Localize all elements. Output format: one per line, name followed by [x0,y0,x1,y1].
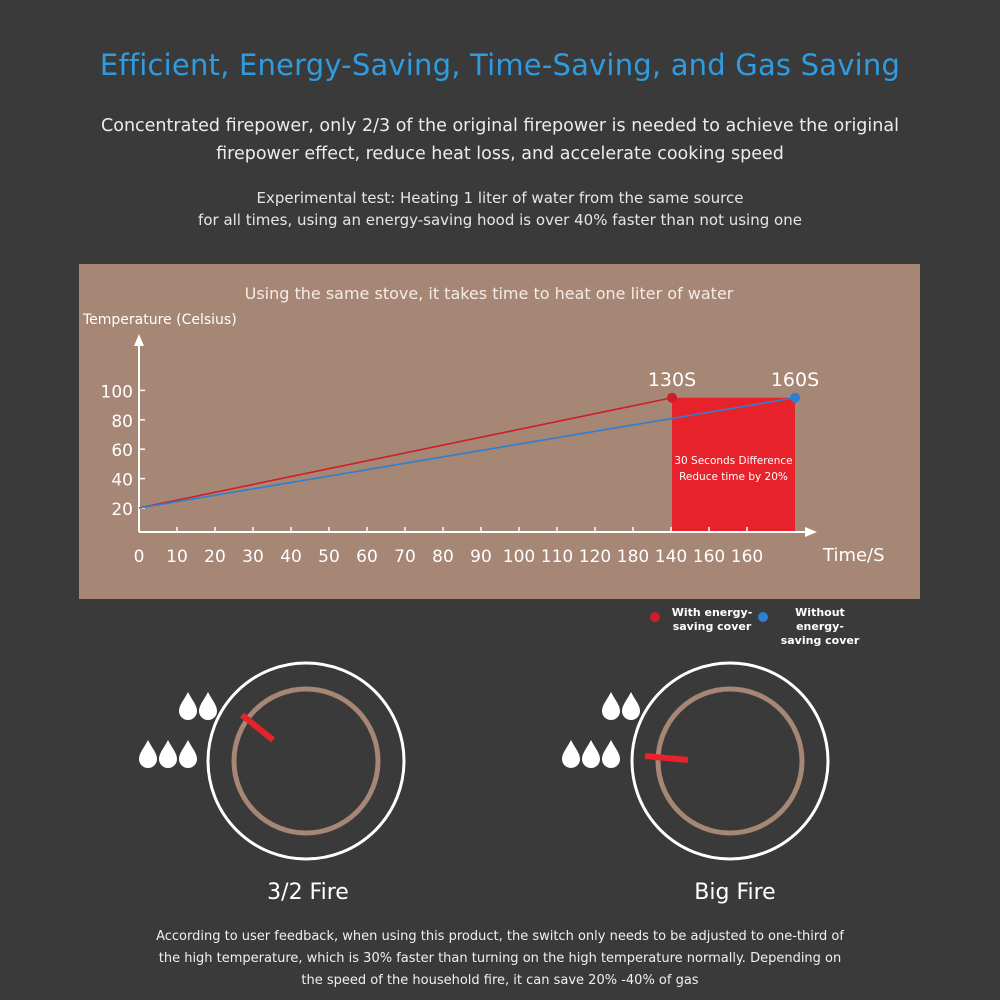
footer-line-1: According to user feedback, when using t… [156,929,844,944]
subtitle-line-2: firepower effect, reduce heat loss, and … [216,144,784,164]
water-drop-icon-group-bottom-right [562,740,620,768]
knob-outer-ring [206,661,406,861]
knob-illustrations [139,661,830,861]
water-drop-icon-group-top-right [602,692,640,720]
water-drop-icon-group-bottom-left [139,740,197,768]
water-drop-icon [562,740,580,768]
series-endpoint-with-cover [667,392,677,403]
y-tick-label: 80 [111,412,133,432]
legend-label-without-cover: Without energy- saving cover [780,606,860,647]
x-tick-label: 140 [655,547,687,567]
knob-label-big-fire: Big Fire [694,880,776,905]
x-tick-label: 90 [470,547,492,567]
footer-line-3: the speed of the household fire, it can … [301,973,699,988]
footer-text: According to user feedback, when using t… [150,926,850,992]
series-end-label: 160S [771,369,819,391]
knob-big-fire [562,661,830,861]
subtitle-text: Concentrated firepower, only 2/3 of the … [100,112,900,168]
knob-3-2-fire [139,661,406,861]
water-drop-icon [582,740,600,768]
y-tick-label: 100 [101,382,133,402]
knob-pointer [644,753,689,763]
x-tick-label: 40 [280,547,302,567]
x-tick-label: 80 [432,547,454,567]
chart-title: Using the same stove, it takes time to h… [245,284,734,303]
y-axis-arrow [134,334,144,346]
knob-pointer [240,712,275,743]
x-tick-label: 10 [166,547,188,567]
y-tick-label: 60 [111,441,133,461]
subtitle-line-1: Concentrated firepower, only 2/3 of the … [101,116,899,136]
y-tick-label: 20 [111,500,133,520]
x-axis-arrow [805,527,817,537]
experiment-text: Experimental test: Heating 1 liter of wa… [120,187,880,231]
experiment-line-1: Experimental test: Heating 1 liter of wa… [256,189,744,207]
x-tick-label: 50 [318,547,340,567]
water-drop-icon [199,692,217,720]
highlight-text: Reduce time by 20% [679,471,788,483]
legend-dot-red-icon [650,612,660,622]
x-tick-label: 120 [579,547,611,567]
knob-inner-ring [655,686,805,836]
x-tick-label: 70 [394,547,416,567]
x-tick-label: 20 [204,547,226,567]
y-tick-label: 40 [111,471,133,491]
legend-dot-blue-icon [758,612,768,622]
page-title: Efficient, Energy-Saving, Time-Saving, a… [99,48,901,82]
experiment-line-2: for all times, using an energy-saving ho… [198,211,802,229]
x-tick-label: 100 [503,547,535,567]
x-tick-label: 110 [541,547,573,567]
water-drop-icon [602,740,620,768]
x-tick-label: 160 [693,547,725,567]
legend-item-with-cover: With energy- saving cover [650,606,758,634]
series-endpoint-without-cover [790,392,800,403]
water-drop-icon [622,692,640,720]
chart-legend: With energy- saving cover Without energy… [650,606,910,647]
highlight-region [672,397,795,532]
x-axis-label: Time/S [822,545,885,566]
chart-panel: Using the same stove, it takes time to h… [79,264,920,599]
x-tick-label: 0 [134,547,145,567]
water-drop-icon [602,692,620,720]
series-line-with-cover [138,396,673,509]
x-tick-label: 160 [731,547,763,567]
footer-line-2: the high temperature, which is 30% faste… [158,951,842,966]
knob-inner-ring [231,686,381,836]
legend-label-with-cover: With energy- saving cover [671,606,753,633]
heating-time-chart: Using the same stove, it takes time to h… [82,284,885,567]
x-tick-label: 30 [242,547,264,567]
y-axis-label: Temperature (Celsius) [82,312,237,328]
water-drop-icon [179,692,197,720]
water-drop-icon [139,740,157,768]
series-line-without-cover [138,396,796,509]
water-drop-icon [159,740,177,768]
knob-outer-ring [630,661,830,861]
series-end-label: 130S [648,369,696,391]
x-tick-label: 180 [617,547,649,567]
water-drop-icon [179,740,197,768]
knob-label-3-2-fire: 3/2 Fire [267,880,349,905]
water-drop-icon-group-top-left [179,692,217,720]
x-tick-label: 60 [356,547,378,567]
highlight-text: 30 Seconds Difference [674,455,792,467]
legend-item-without-cover: Without energy- saving cover [758,606,866,648]
